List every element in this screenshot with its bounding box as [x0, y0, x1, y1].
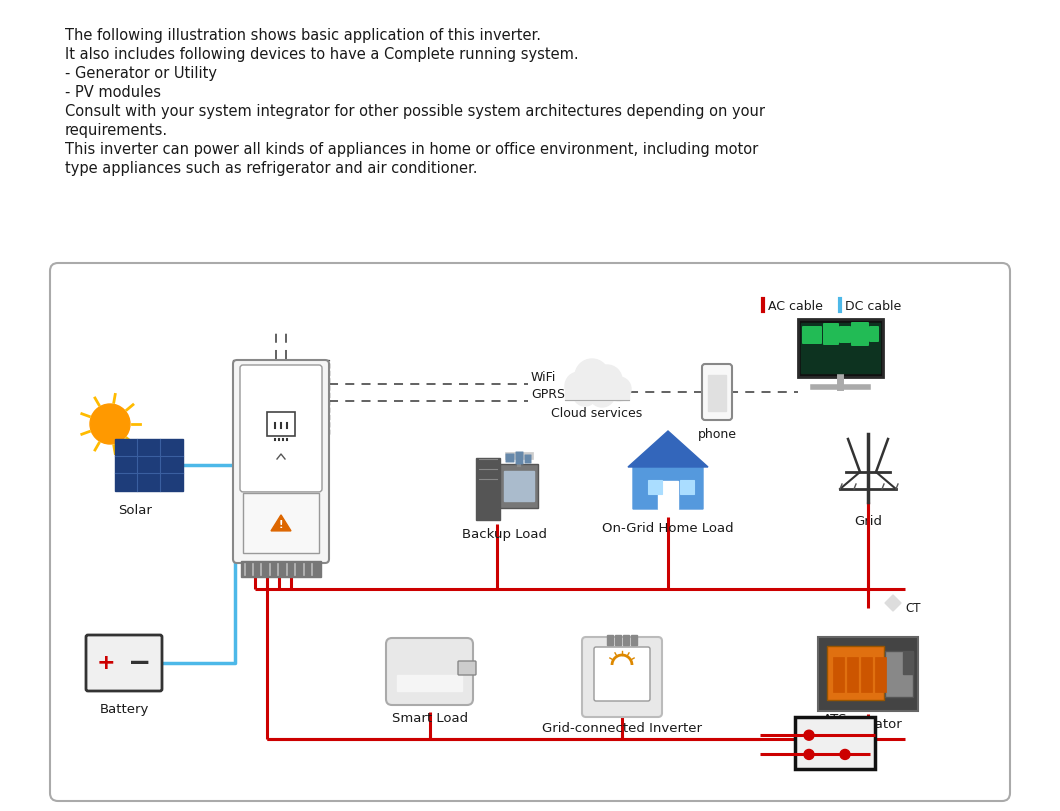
Circle shape	[591, 366, 622, 396]
Circle shape	[803, 749, 814, 760]
Polygon shape	[271, 515, 292, 531]
FancyBboxPatch shape	[802, 327, 822, 345]
Text: Backup Load: Backup Load	[462, 527, 548, 540]
FancyBboxPatch shape	[525, 455, 531, 464]
Circle shape	[573, 383, 597, 406]
FancyBboxPatch shape	[885, 651, 913, 697]
FancyBboxPatch shape	[582, 637, 662, 717]
FancyBboxPatch shape	[50, 264, 1010, 801]
FancyBboxPatch shape	[851, 323, 869, 346]
Text: Grid-connected Inverter: Grid-connected Inverter	[542, 721, 702, 734]
FancyBboxPatch shape	[240, 366, 322, 492]
Text: AC cable: AC cable	[768, 299, 823, 312]
Bar	[241, 561, 321, 577]
Bar	[615, 635, 621, 646]
Text: Smart Load: Smart Load	[392, 711, 469, 724]
Bar	[795, 717, 874, 769]
Text: !: !	[279, 519, 283, 530]
FancyBboxPatch shape	[515, 452, 524, 465]
Circle shape	[90, 405, 130, 444]
Polygon shape	[628, 431, 708, 467]
Text: On-Grid Home Load: On-Grid Home Load	[602, 521, 734, 534]
Polygon shape	[885, 595, 901, 611]
Bar	[801, 324, 880, 374]
Text: This inverter can power all kinds of appliances in home or office environment, i: This inverter can power all kinds of app…	[65, 142, 758, 157]
Text: ATS: ATS	[823, 712, 847, 725]
Text: - Generator or Utility: - Generator or Utility	[65, 66, 217, 81]
Text: GPRS: GPRS	[531, 388, 565, 401]
Text: Solar: Solar	[118, 504, 152, 517]
FancyBboxPatch shape	[798, 320, 883, 378]
Circle shape	[575, 359, 610, 393]
Text: −: −	[128, 648, 152, 676]
Bar	[658, 482, 678, 509]
Text: requirements.: requirements.	[65, 122, 169, 138]
Circle shape	[589, 381, 615, 407]
Text: Cloud services: Cloud services	[551, 406, 642, 419]
FancyBboxPatch shape	[476, 458, 500, 521]
Text: - PV modules: - PV modules	[65, 85, 161, 100]
FancyBboxPatch shape	[458, 661, 476, 676]
Bar	[504, 471, 534, 501]
Bar	[243, 493, 319, 553]
Bar	[708, 375, 726, 411]
Text: +: +	[96, 652, 116, 672]
FancyBboxPatch shape	[233, 361, 329, 564]
Circle shape	[803, 730, 814, 740]
Bar	[681, 480, 694, 495]
FancyBboxPatch shape	[386, 638, 473, 705]
Bar	[874, 657, 886, 692]
Bar	[565, 387, 629, 401]
Polygon shape	[633, 440, 703, 509]
Bar	[861, 657, 872, 692]
Bar	[505, 453, 533, 460]
FancyBboxPatch shape	[702, 365, 732, 420]
Text: It also includes following devices to have a Complete running system.: It also includes following devices to ha…	[65, 47, 579, 62]
Text: phone: phone	[697, 427, 737, 440]
Text: Grid: Grid	[854, 514, 882, 527]
Bar	[903, 652, 913, 674]
FancyBboxPatch shape	[594, 647, 650, 702]
FancyBboxPatch shape	[869, 327, 879, 342]
Bar	[623, 635, 629, 646]
Text: The following illustration shows basic application of this inverter.: The following illustration shows basic a…	[65, 28, 541, 43]
Bar	[631, 635, 637, 646]
FancyBboxPatch shape	[840, 327, 851, 344]
Bar	[607, 635, 613, 646]
Bar	[847, 657, 858, 692]
Text: Generator: Generator	[834, 717, 902, 730]
Text: DC cable: DC cable	[845, 299, 901, 312]
FancyBboxPatch shape	[500, 465, 538, 508]
Text: CT: CT	[905, 601, 920, 614]
FancyBboxPatch shape	[86, 635, 162, 691]
FancyBboxPatch shape	[506, 454, 514, 463]
Circle shape	[840, 749, 850, 760]
Circle shape	[607, 378, 631, 401]
Bar	[114, 440, 183, 491]
Circle shape	[565, 372, 593, 401]
Text: type appliances such as refrigerator and air conditioner.: type appliances such as refrigerator and…	[65, 161, 477, 176]
Text: Battery: Battery	[100, 702, 148, 715]
Text: Consult with your system integrator for other possible system architectures depe: Consult with your system integrator for …	[65, 104, 765, 119]
FancyBboxPatch shape	[267, 413, 295, 436]
FancyBboxPatch shape	[823, 324, 840, 345]
Bar	[398, 676, 462, 691]
FancyBboxPatch shape	[818, 637, 918, 711]
Text: WiFi: WiFi	[531, 371, 556, 384]
Bar	[648, 480, 662, 495]
Bar	[833, 657, 844, 692]
FancyBboxPatch shape	[827, 646, 884, 700]
